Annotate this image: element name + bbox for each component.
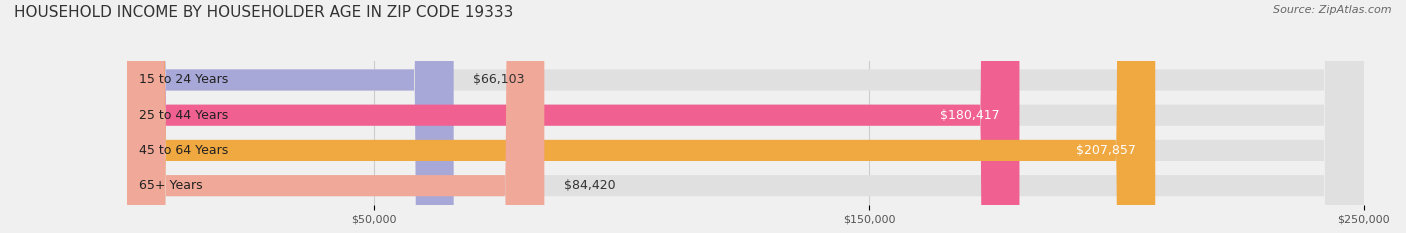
Text: 15 to 24 Years: 15 to 24 Years (139, 73, 228, 86)
FancyBboxPatch shape (127, 0, 1364, 233)
Text: 45 to 64 Years: 45 to 64 Years (139, 144, 228, 157)
Text: HOUSEHOLD INCOME BY HOUSEHOLDER AGE IN ZIP CODE 19333: HOUSEHOLD INCOME BY HOUSEHOLDER AGE IN Z… (14, 5, 513, 20)
Text: 25 to 44 Years: 25 to 44 Years (139, 109, 228, 122)
FancyBboxPatch shape (127, 0, 1019, 233)
Text: $180,417: $180,417 (941, 109, 1000, 122)
Text: 65+ Years: 65+ Years (139, 179, 202, 192)
FancyBboxPatch shape (127, 0, 544, 233)
FancyBboxPatch shape (127, 0, 1156, 233)
FancyBboxPatch shape (127, 0, 1364, 233)
FancyBboxPatch shape (127, 0, 1364, 233)
FancyBboxPatch shape (127, 0, 1364, 233)
Text: $207,857: $207,857 (1076, 144, 1136, 157)
Text: $66,103: $66,103 (474, 73, 524, 86)
Text: $84,420: $84,420 (564, 179, 616, 192)
FancyBboxPatch shape (127, 0, 454, 233)
Text: Source: ZipAtlas.com: Source: ZipAtlas.com (1274, 5, 1392, 15)
